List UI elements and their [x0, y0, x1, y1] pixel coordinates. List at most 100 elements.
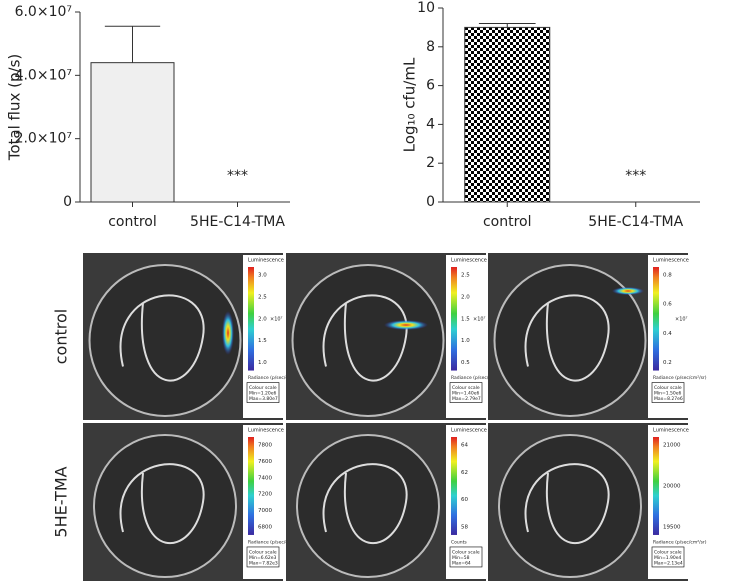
scale-box-text: Colour scale: [654, 385, 682, 391]
scale-box: [651, 382, 685, 403]
scale-exponent: ×10⁷: [270, 316, 283, 322]
image-panel: Luminescence 2.5 2.0 1.5 1.0 0.5 ×10⁷ Radiance …: [286, 253, 505, 420]
scale-tick-label: 20000: [663, 483, 681, 489]
scale-title: Luminescence: [248, 428, 284, 434]
catheter: [322, 294, 408, 382]
scale-tick-label: 0.6: [663, 302, 672, 308]
scale-unit: Counts: [451, 539, 467, 545]
scale-box-text: Max=8.27e6: [654, 396, 683, 402]
y-tick-label: 8: [426, 39, 435, 55]
scale-tick-label: 58: [461, 524, 468, 530]
scale-tick-label: 2.0: [461, 294, 470, 300]
scale-tick-label: 62: [461, 470, 468, 476]
catheter: [119, 463, 205, 545]
scale-unit: Radiance (p/sec/cm²/sr): [248, 539, 302, 545]
scale-box-text: Colour scale: [452, 549, 480, 555]
dish: [291, 264, 445, 417]
scale-tick-label: 19500: [663, 524, 681, 530]
scale-title: Luminescence: [248, 258, 284, 264]
scale-title: Luminescence: [451, 258, 487, 264]
annotation: ***: [625, 168, 646, 184]
scale-title: Luminescence: [653, 258, 689, 264]
scale-tick-label: 6800: [258, 524, 272, 530]
x-tick-label: 5HE-C14-TMA: [190, 214, 285, 230]
scale-tick-label: 2.5: [258, 294, 267, 300]
image-panel: Luminescence 7800 7600 7400 7200 7000 6800 Radi…: [83, 423, 302, 581]
color-scale: [653, 437, 659, 535]
scale-box-text: Min=58: [452, 555, 470, 561]
scale-exponent: ×10⁷: [675, 316, 688, 322]
image-panel: Luminescence 64 62 60 58 Counts Colour scaleMi…: [286, 423, 487, 581]
color-scale: [451, 267, 457, 371]
x-tick-label: control: [108, 214, 157, 230]
catheter: [119, 294, 205, 382]
scale-box-text: Min=1.90e4: [654, 555, 682, 561]
row-label: control: [52, 309, 71, 364]
catheter: [524, 463, 610, 545]
scale-tick-label: 1.0: [258, 360, 267, 366]
dish: [93, 434, 237, 578]
scale-box-text: Max=3.80e7: [249, 396, 278, 402]
scale-tick-label: 1.5: [258, 338, 267, 344]
scale-tick-label: 1.5: [461, 316, 470, 322]
scale-title: Luminescence: [653, 428, 689, 434]
scale-tick-label: 7400: [258, 475, 272, 481]
scale-tick-label: 0.8: [663, 273, 672, 279]
scale-tick-label: 7800: [258, 443, 272, 449]
dish: [296, 434, 440, 578]
signal: [384, 320, 428, 330]
y-tick-label: 6.0×10⁷: [15, 4, 72, 20]
catheter: [322, 463, 408, 545]
scale-tick-label: 21000: [663, 443, 681, 449]
scale-box-text: Max=7.82e3: [249, 560, 278, 566]
scale-box-text: Min=1.50e6: [654, 391, 682, 397]
scale-box-text: Colour scale: [452, 385, 480, 391]
scale-box: [246, 546, 280, 568]
scale-unit: Radiance (p/sec/cm²/sr): [451, 375, 505, 381]
scale-box: [246, 382, 280, 403]
scale-box: [449, 546, 483, 568]
error-bar: [104, 25, 161, 63]
scale-tick-label: 7600: [258, 459, 272, 465]
dish: [498, 434, 642, 578]
scale-unit: Radiance (p/sec/cm²/sr): [653, 539, 707, 545]
scale-box-text: Max=2.79e7: [452, 396, 481, 402]
y-tick-label: 2.0×10⁷: [15, 131, 72, 147]
scale-exponent: ×10⁷: [473, 316, 486, 322]
y-tick-label: 0: [426, 194, 435, 210]
color-scale: [248, 437, 254, 535]
scale-box-text: Colour scale: [654, 549, 682, 555]
scale-tick-label: 0.2: [663, 360, 672, 366]
y-tick-label: 2: [426, 155, 435, 171]
scale-tick-label: 60: [461, 497, 468, 503]
scale-tick-label: 7200: [258, 492, 272, 498]
dish: [493, 264, 647, 417]
dish: [88, 264, 242, 417]
scale-title: Luminescence: [451, 428, 487, 434]
annotation: ***: [227, 168, 248, 184]
color-scale: [248, 267, 254, 371]
bar: [90, 62, 175, 203]
color-scale: [653, 267, 659, 371]
scale-tick-label: 2.0: [258, 316, 267, 322]
catheter: [524, 294, 610, 382]
error-bar: [478, 23, 536, 28]
color-scale: [451, 437, 457, 535]
y-tick-label: 4.0×10⁷: [15, 67, 72, 83]
scale-box-text: Colour scale: [249, 385, 277, 391]
y-tick-label: 6: [426, 78, 435, 94]
scale-box-text: Min=1.20e6: [249, 391, 277, 397]
x-tick-label: control: [483, 214, 532, 230]
scale-unit: Radiance (p/sec/cm²/sr): [653, 375, 707, 381]
scale-unit: Radiance (p/sec/cm²/sr): [248, 375, 302, 381]
scale-box-text: Min=6.62e3: [249, 555, 277, 561]
scale-box-text: Min=1.40e6: [452, 391, 480, 397]
signal: [222, 311, 234, 355]
row-label: 5HE-TMA: [52, 466, 71, 537]
y-tick-label: 10: [417, 0, 435, 16]
scale-tick-label: 2.5: [461, 273, 470, 279]
y-tick-label: 0: [63, 194, 72, 210]
scale-box: [651, 546, 685, 568]
image-panel: Luminescence 3.0 2.5 2.0 1.5 1.0 ×10⁷ Radiance …: [83, 253, 302, 420]
